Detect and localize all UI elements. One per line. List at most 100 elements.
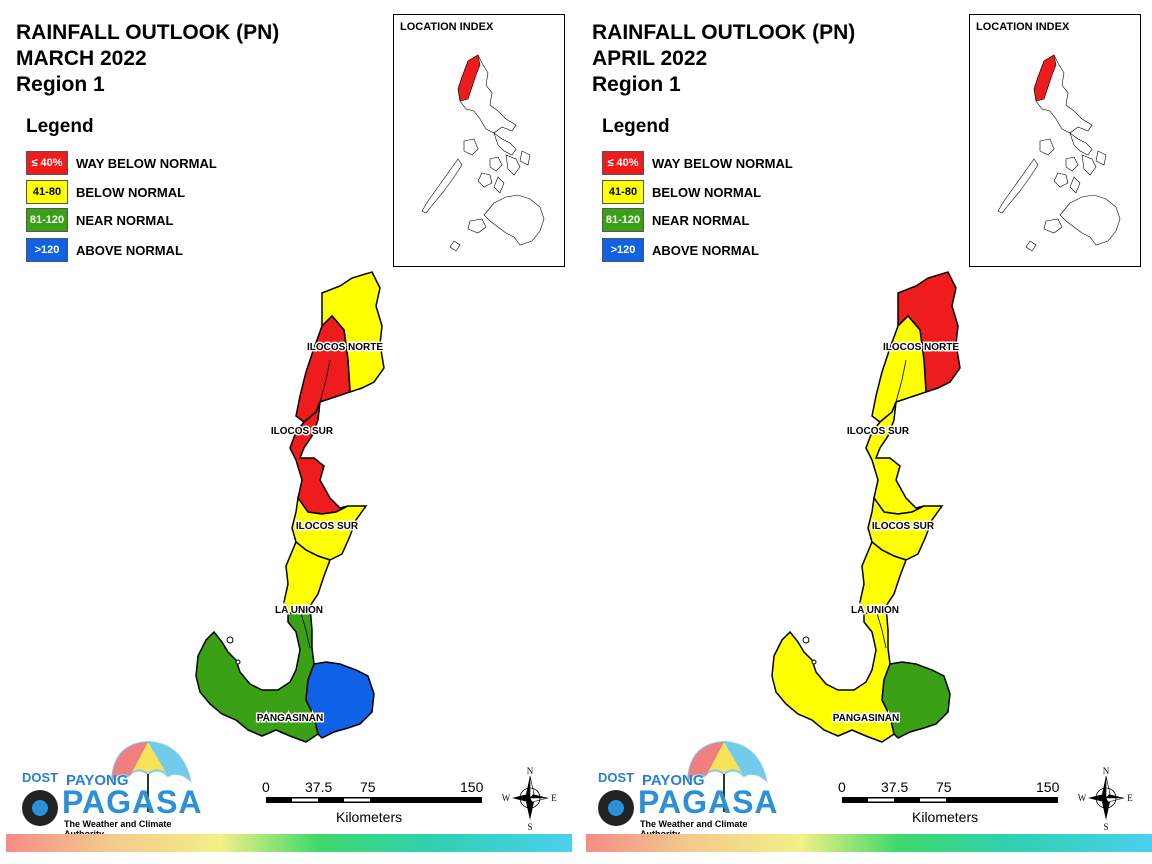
ilocos-norte-south bbox=[295, 314, 351, 423]
scale-tick-150: 150 bbox=[1036, 779, 1060, 795]
rainfall-outlook-panel-march: RAINFALL OUTLOOK (PN) MARCH 2022 Region … bbox=[6, 14, 572, 852]
scale-tick-0: 0 bbox=[838, 779, 846, 795]
scale-bar: 0 37.5 75 150 Kilometers bbox=[262, 775, 492, 835]
legend-label: ABOVE NORMAL bbox=[652, 242, 759, 258]
legend-item-near: 81-120 NEAR NORMAL bbox=[26, 208, 174, 232]
pangasinan-east bbox=[881, 661, 951, 739]
compass-rose-icon: N S E W bbox=[502, 766, 558, 832]
pangasinan-east bbox=[305, 661, 375, 739]
legend-label: NEAR NORMAL bbox=[652, 212, 750, 228]
compass-e: E bbox=[1127, 793, 1133, 803]
title-line-3: Region 1 bbox=[592, 73, 681, 96]
scale-tick-75: 75 bbox=[936, 779, 952, 795]
region-1-map: ILOCOS NORTE ILOCOS SUR ILOCOS SUR LA UN… bbox=[195, 271, 385, 743]
legend-item-above: >120 ABOVE NORMAL bbox=[26, 238, 183, 262]
label-ilocos-sur-south: ILOCOS SUR bbox=[872, 521, 935, 532]
scale-bar-graphic bbox=[266, 797, 482, 803]
ilocos-sur-south bbox=[291, 496, 368, 561]
scale-unit: Kilometers bbox=[912, 809, 979, 825]
title-line-2: APRIL 2022 bbox=[592, 47, 708, 70]
pagasa-text: PAGASA bbox=[638, 784, 779, 820]
legend-swatch: 81-120 bbox=[602, 208, 644, 232]
title-line-1: RAINFALL OUTLOOK (PN) bbox=[16, 21, 280, 44]
label-ilocos-norte: ILOCOS NORTE bbox=[307, 342, 383, 353]
legend-label: WAY BELOW NORMAL bbox=[652, 155, 793, 171]
location-index-inset: LOCATION INDEX bbox=[393, 14, 565, 267]
scale-tick-150: 150 bbox=[460, 779, 484, 795]
legend-item-near: 81-120 NEAR NORMAL bbox=[602, 208, 750, 232]
region-1-map: ILOCOS NORTE ILOCOS SUR ILOCOS SUR LA UN… bbox=[771, 271, 961, 743]
label-ilocos-sur-south: ILOCOS SUR bbox=[296, 521, 359, 532]
title-line-3: Region 1 bbox=[16, 73, 105, 96]
scale-bar: 0 37.5 75 150 Kilometers bbox=[838, 775, 1068, 835]
payong-text: PAYONG bbox=[642, 772, 705, 789]
ilocos-sur-south bbox=[867, 496, 944, 561]
legend-label: ABOVE NORMAL bbox=[76, 242, 183, 258]
umbrella-logo-graphic bbox=[598, 740, 768, 826]
philippines-outline-map bbox=[997, 54, 1121, 252]
compass-w: W bbox=[502, 793, 511, 803]
label-la-union: LA UNION bbox=[275, 605, 323, 616]
ilocos-sur-north bbox=[865, 401, 925, 515]
legend-item-way-below: ≤ 40% WAY BELOW NORMAL bbox=[26, 151, 217, 175]
dost-text: DOST bbox=[22, 770, 59, 785]
label-la-union: LA UNION bbox=[851, 605, 899, 616]
scale-bar-graphic bbox=[842, 797, 1058, 803]
scale-tick-37-5: 37.5 bbox=[305, 779, 333, 795]
scale-tick-75: 75 bbox=[360, 779, 376, 795]
legend-swatch: >120 bbox=[602, 238, 644, 262]
umbrella-logo-graphic bbox=[22, 740, 192, 826]
scale-unit: Kilometers bbox=[336, 809, 403, 825]
legend-label: WAY BELOW NORMAL bbox=[76, 155, 217, 171]
label-ilocos-norte: ILOCOS NORTE bbox=[883, 342, 959, 353]
pagasa-text: PAGASA bbox=[62, 784, 203, 820]
location-index-inset: LOCATION INDEX bbox=[969, 14, 1141, 267]
label-ilocos-sur-north: ILOCOS SUR bbox=[271, 426, 334, 437]
ilocos-sur-north bbox=[289, 401, 349, 515]
scale-tick-0: 0 bbox=[262, 779, 270, 795]
rainfall-outlook-panel-april: RAINFALL OUTLOOK (PN) APRIL 2022 Region … bbox=[576, 0, 1152, 864]
compass-w: W bbox=[1078, 793, 1087, 803]
legend-swatch: ≤ 40% bbox=[26, 151, 68, 175]
legend-item-above: >120 ABOVE NORMAL bbox=[602, 238, 759, 262]
north-arrow-compass: N S E W bbox=[500, 764, 560, 832]
legend-swatch: >120 bbox=[26, 238, 68, 262]
legend-title: Legend bbox=[26, 116, 94, 137]
legend-label: BELOW NORMAL bbox=[76, 184, 186, 200]
philippines-outline-map bbox=[421, 54, 545, 252]
legend-label: BELOW NORMAL bbox=[652, 184, 762, 200]
compass-s: S bbox=[1103, 822, 1108, 832]
payong-pagasa-logo: DOST PAYONG PAGASA The Weather and Clima… bbox=[18, 740, 202, 839]
footer-gradient-bar bbox=[586, 834, 1152, 852]
title-line-2: MARCH 2022 bbox=[16, 47, 147, 70]
compass-rose-icon: N S E W bbox=[1078, 766, 1134, 832]
compass-s: S bbox=[527, 822, 532, 832]
map-title: RAINFALL OUTLOOK (PN) MARCH 2022 Region … bbox=[16, 20, 279, 98]
inset-title: LOCATION INDEX bbox=[976, 21, 1070, 33]
legend-swatch: 41-80 bbox=[602, 180, 644, 204]
legend-title: Legend bbox=[602, 116, 670, 137]
label-pangasinan: PANGASINAN bbox=[257, 713, 323, 724]
ilocos-norte-south bbox=[871, 314, 927, 423]
label-ilocos-sur-north: ILOCOS SUR bbox=[847, 426, 910, 437]
legend-item-below: 41-80 BELOW NORMAL bbox=[602, 180, 761, 204]
inset-title: LOCATION INDEX bbox=[400, 21, 494, 33]
north-arrow-compass: N S E W bbox=[1076, 764, 1136, 832]
legend-item-below: 41-80 BELOW NORMAL bbox=[26, 180, 185, 204]
legend-swatch: 41-80 bbox=[26, 180, 68, 204]
map-title: RAINFALL OUTLOOK (PN) APRIL 2022 Region … bbox=[592, 20, 855, 98]
compass-n: N bbox=[1103, 766, 1110, 776]
legend-label: NEAR NORMAL bbox=[76, 212, 174, 228]
region-1-highlight bbox=[457, 54, 481, 102]
legend-swatch: 81-120 bbox=[26, 208, 68, 232]
footer-gradient-bar bbox=[6, 834, 572, 852]
dost-text: DOST bbox=[598, 770, 635, 785]
compass-n: N bbox=[527, 766, 534, 776]
title-line-1: RAINFALL OUTLOOK (PN) bbox=[592, 21, 856, 44]
legend-item-way-below: ≤ 40% WAY BELOW NORMAL bbox=[602, 151, 793, 175]
legend-swatch: ≤ 40% bbox=[602, 151, 644, 175]
payong-text: PAYONG bbox=[66, 772, 129, 789]
payong-pagasa-logo: DOST PAYONG PAGASA The Weather and Clima… bbox=[594, 740, 778, 839]
scale-tick-37-5: 37.5 bbox=[881, 779, 909, 795]
compass-e: E bbox=[551, 793, 557, 803]
